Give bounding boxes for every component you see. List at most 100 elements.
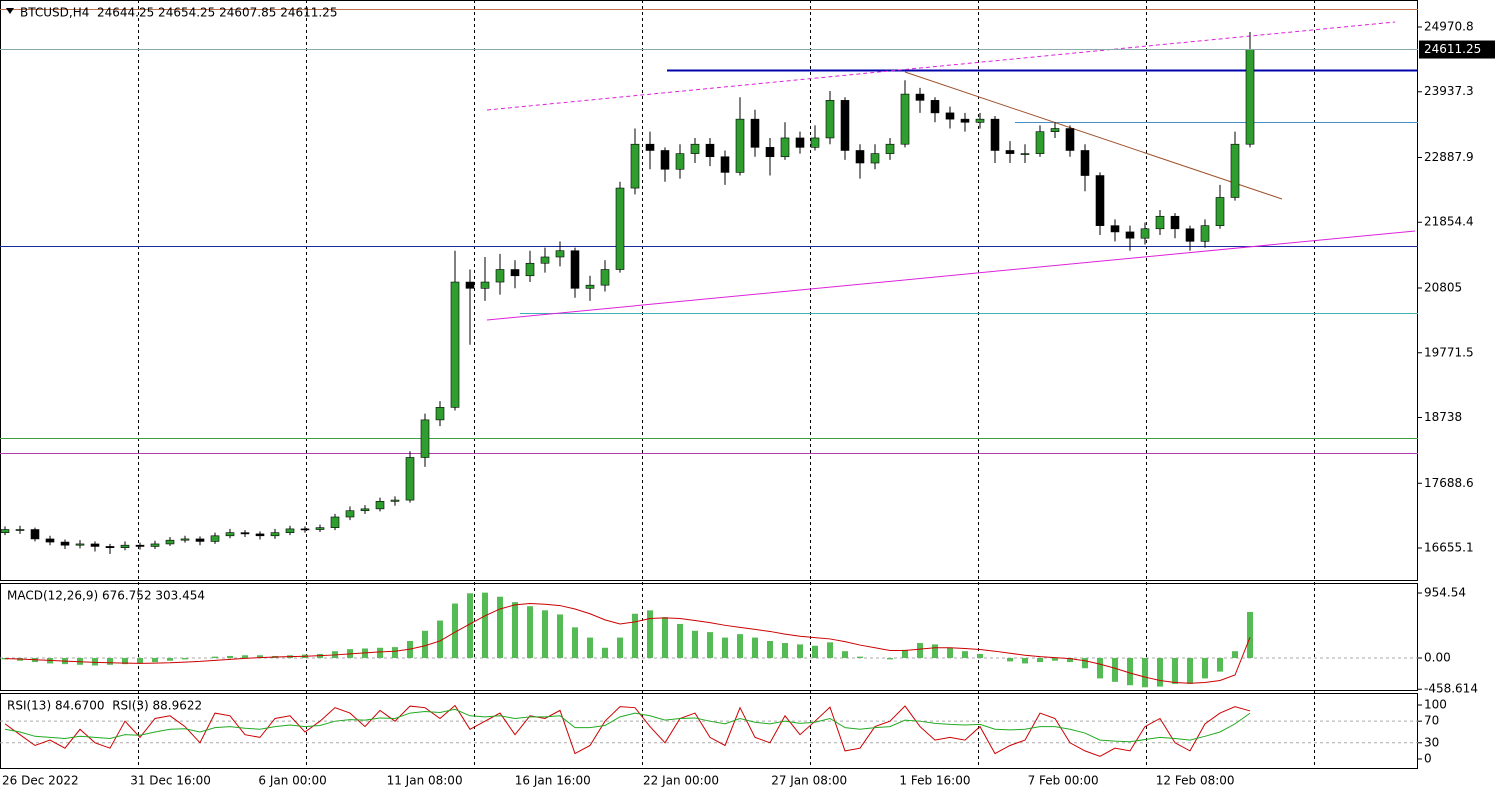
macd-bar — [1142, 658, 1148, 688]
y-tick-label: 16655.1 — [1424, 541, 1474, 555]
candle-body — [1200, 225, 1210, 242]
candle-body — [990, 118, 1000, 151]
macd-bar — [92, 658, 98, 666]
rsi-pane — [0, 693, 1418, 769]
macd-bar — [1067, 658, 1073, 663]
y-tick-label: 18738 — [1424, 410, 1462, 424]
x-tick-label: 6 Jan 00:00 — [258, 774, 326, 788]
candle-body — [1080, 150, 1090, 176]
candle-body — [720, 156, 730, 173]
macd-bar — [1217, 658, 1223, 672]
macd-bar — [587, 637, 593, 659]
candle-body — [165, 539, 175, 545]
macd-bar — [1007, 658, 1013, 662]
x-tick-label: 31 Dec 16:00 — [130, 774, 211, 788]
candle-body — [750, 118, 760, 148]
macd-bar — [1232, 651, 1238, 659]
macd-bar — [512, 602, 518, 659]
candle-body — [585, 284, 595, 289]
macd-bar — [887, 658, 893, 660]
candle-body — [495, 269, 505, 283]
macd-bar — [392, 647, 398, 659]
candle-body — [105, 546, 115, 548]
macd-bar — [1022, 658, 1028, 664]
macd-bar — [947, 647, 953, 659]
macd-bar — [527, 606, 533, 659]
candle-body — [795, 137, 805, 148]
candle-body — [435, 407, 445, 421]
macd-bar — [1112, 658, 1118, 682]
macd-bar — [107, 658, 113, 665]
x-tick-label: 27 Jan 08:00 — [771, 774, 847, 788]
candle-body — [945, 112, 955, 120]
macd-bar — [1172, 658, 1178, 684]
macd-bar — [467, 593, 473, 659]
macd-bar — [1082, 658, 1088, 669]
macd-bar — [1157, 658, 1163, 687]
candle-body — [1110, 225, 1120, 233]
candle-body — [840, 100, 850, 151]
drawing-objects — [0, 9, 1418, 454]
candle-body — [1125, 231, 1135, 239]
macd-bar — [692, 630, 698, 659]
menu-triangle[interactable] — [6, 8, 14, 14]
x-tick-label: 7 Feb 00:00 — [1028, 774, 1099, 788]
candle-body — [315, 527, 325, 530]
candle-body — [1245, 49, 1255, 145]
candle-body — [660, 150, 670, 170]
candle-body — [135, 544, 145, 547]
candle-body — [705, 143, 715, 158]
candle-body — [870, 153, 880, 164]
time-grid — [138, 0, 1315, 768]
macd-bar — [767, 640, 773, 659]
candle-body — [885, 143, 895, 154]
candle-body — [120, 544, 130, 548]
x-tick-label: 12 Feb 08:00 — [1156, 774, 1235, 788]
candle-body — [675, 153, 685, 170]
chart-title: BTCUSD,H4 24644.25 24654.25 24607.85 246… — [20, 6, 337, 20]
macd-bar — [242, 655, 248, 659]
candle-body — [1095, 175, 1105, 226]
macd-bar — [827, 642, 833, 659]
macd-bar — [482, 592, 488, 659]
macd-bar — [677, 623, 683, 659]
y-tick-label: 17688.6 — [1424, 476, 1474, 490]
candle-body — [210, 535, 220, 542]
macd-bar — [572, 627, 578, 659]
candle-body — [600, 269, 610, 286]
y-tick-label: 20805 — [1424, 280, 1462, 294]
x-tick-label: 26 Dec 2022 — [2, 774, 79, 788]
macd-bar — [437, 620, 443, 659]
candle-body — [150, 543, 160, 547]
y-tick-label: 0 — [1424, 751, 1432, 765]
y-tick-label: 21854.4 — [1424, 215, 1474, 229]
candle-body — [1230, 143, 1240, 198]
macd-bar — [122, 658, 128, 665]
macd-bar — [497, 596, 503, 659]
macd-bar — [842, 651, 848, 659]
candle-body — [450, 281, 460, 408]
candle-body — [390, 499, 400, 502]
macd-bar — [1247, 611, 1253, 659]
candle-body — [45, 538, 55, 543]
macd-bar — [422, 630, 428, 659]
candle-body — [645, 143, 655, 151]
candle-body — [630, 143, 640, 189]
macd-bar — [752, 637, 758, 659]
candle-body — [30, 529, 40, 540]
macd-bar — [1202, 658, 1208, 679]
candle-body — [90, 543, 100, 547]
candle-body — [1155, 215, 1165, 230]
candle-body — [270, 532, 280, 537]
macd-bar — [632, 613, 638, 659]
candle-body — [420, 419, 430, 458]
price-pane — [0, 0, 1418, 581]
macd-bar — [917, 643, 923, 659]
macd-bar — [1052, 658, 1058, 661]
macd-bar — [1097, 658, 1103, 679]
macd-bar — [782, 643, 788, 659]
candle-body — [1170, 215, 1180, 230]
macd-bar — [167, 658, 173, 661]
candle-body — [780, 137, 790, 158]
candle-body — [525, 262, 535, 277]
